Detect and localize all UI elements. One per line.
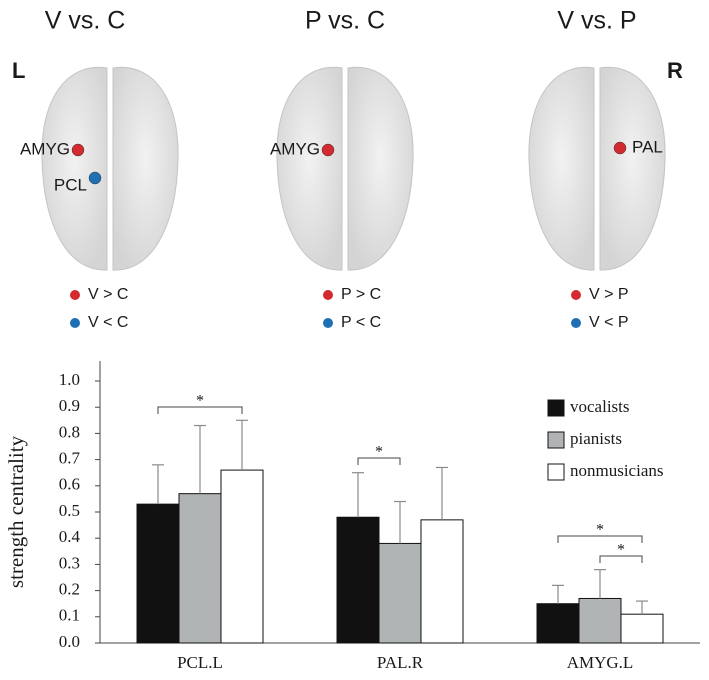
y-tick-label: 0.6: [59, 475, 80, 494]
region-dot: [613, 141, 627, 155]
error-bar: [194, 424, 206, 494]
y-tick-label: 0.2: [59, 580, 80, 599]
legend-label: V < P: [589, 314, 629, 331]
legend-dot: [571, 290, 581, 300]
significance-bracket: [357, 457, 401, 465]
region-dot: [71, 143, 85, 157]
legend-label: nonmusicians: [570, 461, 664, 480]
legend-dot: [571, 318, 581, 328]
x-tick-label: PCL.L: [177, 653, 223, 672]
y-tick-label: 0.3: [59, 553, 80, 572]
legend-swatch: [547, 399, 565, 417]
legend-label: V > C: [88, 286, 128, 303]
region-label: AMYG: [270, 139, 320, 158]
brain-right-hemisphere: [347, 66, 414, 271]
legend-label: P > C: [341, 286, 381, 303]
y-tick-label: 0.4: [59, 527, 81, 546]
brain-left-hemisphere: [41, 66, 108, 271]
legend-label: V > P: [589, 286, 629, 303]
bar: [136, 503, 180, 644]
legend-label: V < C: [88, 314, 128, 331]
region-dot: [321, 143, 335, 157]
panel-title: P vs. C: [305, 7, 385, 35]
legend-label: vocalists: [570, 397, 630, 416]
y-tick-label: 0.5: [59, 501, 80, 520]
legend-swatch: [547, 431, 565, 449]
bar: [420, 519, 464, 644]
error-bar: [236, 419, 248, 471]
bar: [536, 603, 580, 644]
region-label: AMYG: [20, 139, 70, 158]
bar: [220, 469, 264, 644]
y-tick-label: 0.7: [59, 449, 81, 468]
hemisphere-label: L: [12, 58, 25, 83]
brains: [41, 66, 666, 271]
brain-left-hemisphere: [528, 66, 595, 271]
region-label: PAL: [632, 137, 663, 156]
bar: [336, 516, 380, 644]
error-bar: [636, 600, 648, 615]
x-tick-label: PAL.R: [377, 653, 424, 672]
significance-bracket: [157, 406, 243, 414]
y-tick-label: 0.8: [59, 422, 80, 441]
brain-left-hemisphere: [276, 66, 343, 271]
y-tick-label: 1.0: [59, 370, 80, 389]
legend-dot: [70, 290, 80, 300]
legend-dot: [70, 318, 80, 328]
y-tick-label: 0.1: [59, 606, 80, 625]
y-tick-label: 0.0: [59, 632, 80, 651]
error-bar: [552, 584, 564, 604]
error-bar: [152, 464, 164, 505]
hemisphere-label: R: [667, 58, 683, 83]
y-tick-label: 0.9: [59, 396, 80, 415]
significance-label: *: [596, 522, 604, 539]
significance-bracket: [557, 535, 643, 543]
error-bar: [436, 466, 448, 520]
legend-dot: [323, 318, 333, 328]
bar: [620, 613, 664, 644]
significance-label: *: [196, 393, 204, 410]
significance-bracket: [599, 555, 643, 563]
x-tick-label: AMYG.L: [567, 653, 634, 672]
bar: [178, 493, 222, 644]
panel-title: V vs. P: [557, 7, 636, 35]
legend-dot: [323, 290, 333, 300]
region-dot: [88, 171, 102, 185]
region-label: PCL: [54, 175, 87, 194]
y-axis-label: strength centrality: [4, 435, 28, 588]
error-bar: [352, 472, 364, 518]
bar: [578, 597, 622, 644]
legend-label: P < C: [341, 314, 381, 331]
legend-swatch: [547, 463, 565, 481]
brain-right-hemisphere: [112, 66, 179, 271]
brain-right-hemisphere: [599, 66, 666, 271]
bar: [378, 542, 422, 644]
panel-title: V vs. C: [45, 7, 126, 35]
significance-label: *: [617, 542, 625, 559]
error-bar: [594, 569, 606, 599]
error-bar: [394, 500, 406, 544]
significance-label: *: [375, 444, 383, 461]
legend-label: pianists: [570, 429, 622, 448]
